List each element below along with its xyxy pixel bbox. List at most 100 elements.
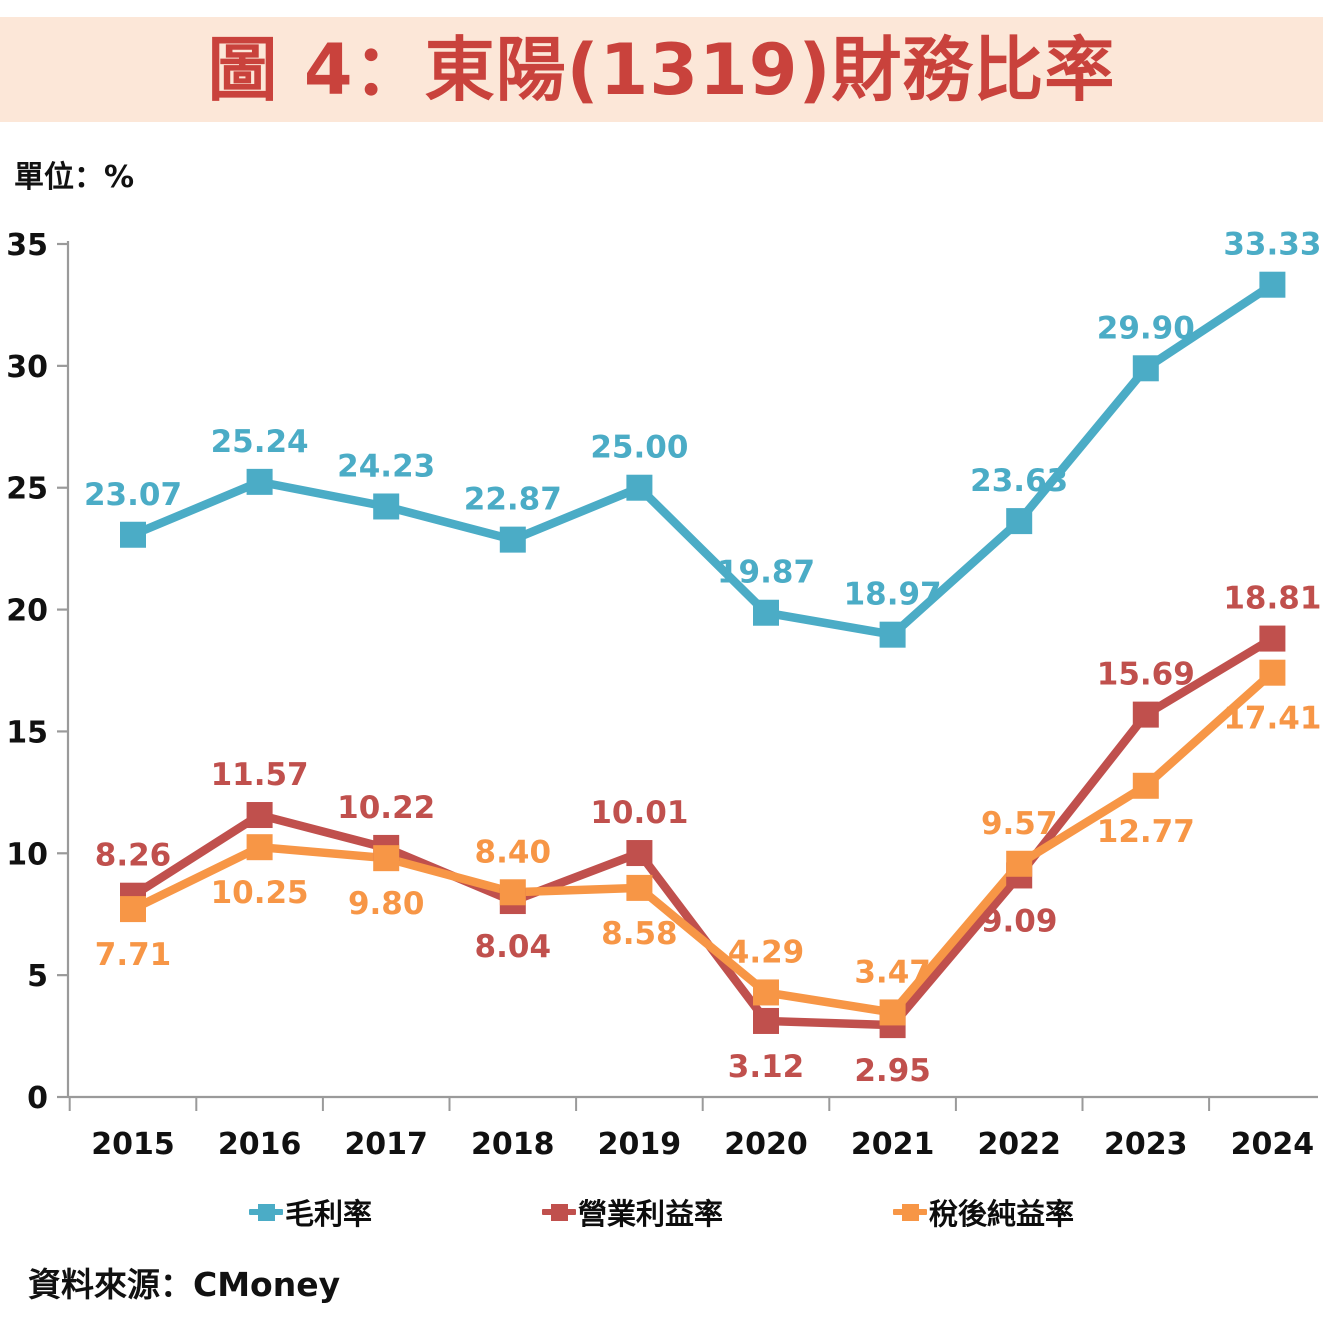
source-note: 資料來源：CMoney [28,1265,341,1304]
data-label: 23.07 [84,477,182,513]
series-marker [1006,862,1033,889]
data-label: 11.57 [211,757,309,793]
y-axis-tick-labels: 0 5 10 15 20 25 30 35 [6,228,48,1116]
page-title: 圖 4：東陽(1319)財務比率 [207,28,1116,111]
data-label: 3.12 [728,1049,805,1085]
chart-series-lines [130,281,1276,1030]
data-label: 18.81 [1223,581,1321,617]
series-marker [879,999,906,1026]
y-axis-tick-label: 25 [6,472,48,507]
series-marker [120,896,146,923]
series-marker [1006,508,1033,535]
series-line-稅後純益率 [131,669,1276,1018]
legend-marker-icon [248,1203,283,1221]
data-label: 2.95 [854,1053,931,1089]
series-marker [499,526,526,553]
series-line-毛利率 [131,281,1275,640]
y-axis-tick-label: 0 [27,1081,48,1116]
chart-series-markers [120,271,1286,1039]
series-marker [1259,659,1286,686]
series-marker [753,1007,779,1034]
series-marker [626,474,653,501]
series-marker [1132,355,1159,382]
x-axis-tick-label: 2021 [851,1127,935,1162]
series-marker [1259,625,1286,652]
data-label: 9.80 [348,886,425,922]
data-label: 15.69 [1097,657,1195,693]
data-label: 12.77 [1097,814,1195,850]
series-marker [246,468,273,495]
series-marker [499,879,526,906]
x-axis-tick-label: 2015 [91,1127,175,1162]
legend-item-2[interactable]: 營業利益率 [541,1191,723,1233]
y-axis-tick-label: 20 [6,594,48,629]
series-marker [120,521,146,548]
series-marker [626,874,653,901]
series-marker [1132,772,1159,799]
y-axis-tick-label: 35 [6,228,48,263]
data-label: 29.90 [1097,310,1195,346]
x-axis-tick-label: 2022 [977,1127,1061,1162]
x-axis-tick-label: 2019 [598,1127,682,1162]
series-marker [120,882,146,909]
data-label: 8.26 [95,838,172,874]
data-label: 23.63 [970,463,1068,499]
data-label: 18.97 [844,577,942,613]
x-axis-tick-label: 2024 [1231,1127,1315,1162]
legend-item-1[interactable]: 毛利率 [248,1191,372,1233]
y-axis-tick-label: 15 [6,715,48,750]
series-marker [373,493,400,520]
legend-item-3[interactable]: 稅後純益率 [893,1191,1074,1233]
series-marker [373,845,400,872]
x-axis-tick-label: 2016 [218,1127,302,1162]
data-label: 25.24 [211,424,309,460]
y-axis-tick-label: 5 [27,959,48,994]
series-marker [626,840,653,867]
data-label: 10.01 [590,795,688,831]
series-marker [246,834,273,861]
data-label: 22.87 [464,482,562,518]
legend-label: 毛利率 [284,1197,372,1231]
legend-label: 稅後純益率 [929,1197,1075,1231]
legend-label: 營業利益率 [577,1197,723,1231]
x-axis-tick-label: 2017 [344,1127,428,1162]
series-line-營業利益率 [130,634,1275,1030]
x-axis-tick-label: 2018 [471,1127,555,1162]
y-axis-tick-label: 10 [6,837,48,872]
legend-marker-icon [893,1203,927,1221]
data-label: 7.71 [95,937,172,973]
unit-label: 單位：% [14,160,135,195]
data-label: 24.23 [337,448,435,484]
data-label: 8.40 [475,834,552,870]
data-label: 33.33 [1223,227,1321,263]
x-axis-tick-labels: 2015 2016 2017 2018 2019 2020 2021 2022 2023 2024 [91,1127,1314,1162]
series-marker [879,1012,906,1039]
series-marker [1006,850,1033,877]
data-label: 8.58 [601,916,678,952]
chart-axes [57,241,1318,1111]
data-label: 10.25 [211,875,309,911]
series-marker [373,834,400,861]
series-marker [246,802,273,829]
series-marker [1132,701,1159,728]
x-axis-tick-label: 2023 [1104,1127,1188,1162]
data-label: 10.22 [337,790,435,826]
series-marker [499,888,526,915]
title-banner: 圖 4：東陽(1319)財務比率 [0,17,1323,122]
data-label: 8.04 [475,929,552,965]
chart-data-labels: 23.07 25.24 24.23 22.87 25.00 19.87 18.97 23.63… [84,227,1321,1089]
data-label: 25.00 [590,430,688,466]
data-label: 4.29 [728,934,805,970]
data-label: 19.87 [717,555,815,591]
legend-marker-icon [541,1203,576,1221]
data-label: 9.09 [981,903,1058,939]
data-label: 17.41 [1223,701,1321,737]
series-marker [753,599,779,626]
y-axis-tick-label: 30 [6,350,48,385]
data-label: 9.57 [981,806,1058,842]
series-marker [879,621,906,648]
data-label: 3.47 [854,954,931,990]
x-axis-tick-label: 2020 [724,1127,808,1162]
